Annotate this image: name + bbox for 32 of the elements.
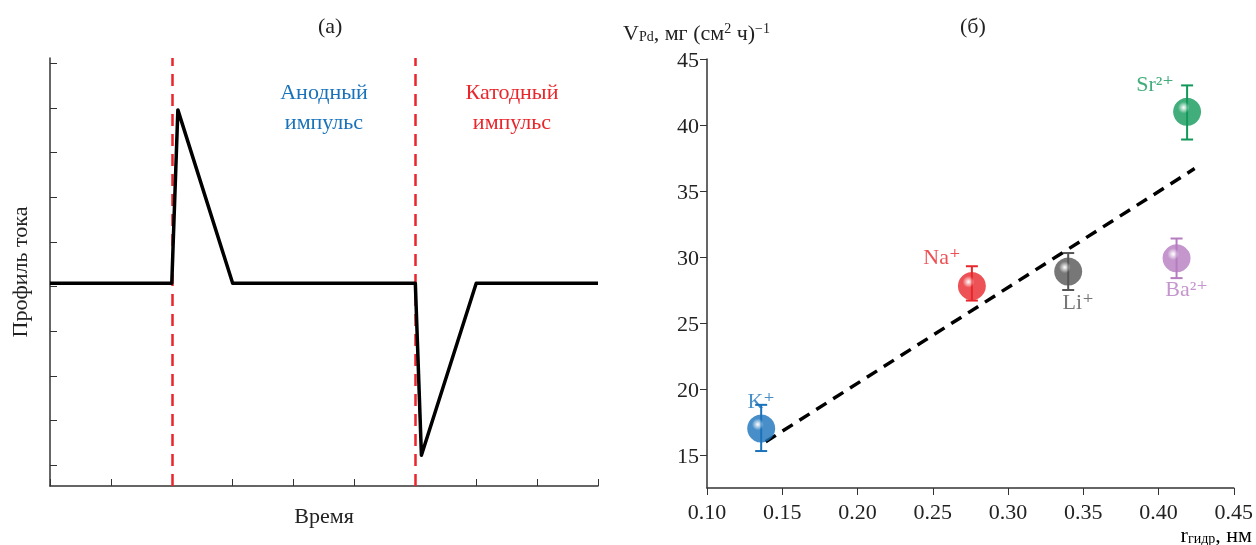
chart-title: (а): [318, 12, 343, 38]
x-tick-label: 0.25: [913, 498, 952, 524]
annotation: Анодный импульс: [280, 78, 368, 134]
y-tick-label: 15: [677, 442, 699, 468]
y-tick-label: 25: [677, 310, 699, 336]
annotation: Катодный импульс: [465, 78, 559, 134]
point: [1054, 257, 1083, 286]
x-axis-title: rгидр, нм: [1180, 521, 1253, 545]
series-label: K⁺: [747, 388, 775, 414]
y-tick-label: 45: [677, 46, 699, 72]
y-axis-title: Профиль тока: [6, 206, 32, 338]
x-tick-label: 0.35: [1064, 498, 1103, 524]
x-axis-title: Время: [294, 502, 354, 528]
series-label: Li⁺: [1062, 289, 1094, 315]
x-tick-label: 0.15: [763, 498, 802, 524]
chart-title: (б): [960, 12, 986, 38]
x-tick-label: 0.20: [838, 498, 877, 524]
x-tick-label: 0.10: [687, 498, 727, 524]
series-label: Na⁺: [923, 243, 961, 269]
y-tick-label: 40: [677, 112, 699, 138]
point: [1162, 244, 1191, 273]
y-tick-label: 35: [677, 178, 699, 204]
y-tick-label: 20: [677, 376, 699, 402]
point: [957, 272, 986, 301]
x-tick-label: 0.45: [1214, 498, 1253, 524]
x-tick-label: 0.30: [988, 498, 1028, 524]
series-label: Ba²⁺: [1165, 275, 1208, 301]
y-tick-label: 30: [677, 244, 699, 270]
x-tick-label: 0.40: [1139, 498, 1178, 524]
point: [1173, 97, 1202, 126]
series-label: Sr²⁺: [1136, 71, 1174, 97]
point: [747, 414, 776, 443]
